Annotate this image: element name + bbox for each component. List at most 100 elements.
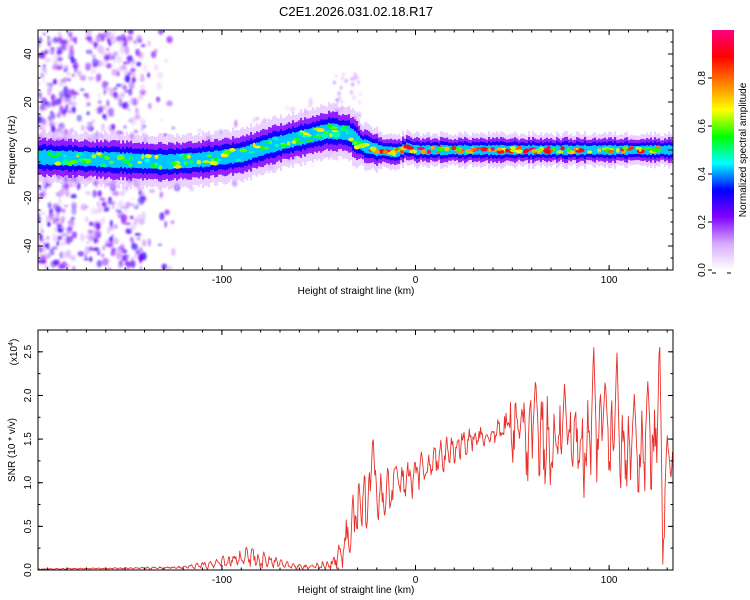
spectrogram-band-cell — [44, 149, 47, 166]
spectrogram-noise-cell — [97, 106, 102, 115]
spectrogram-band-cell — [76, 151, 79, 166]
spectrogram-noise-cell — [50, 260, 57, 268]
spectrogram-noise-cell — [130, 70, 136, 77]
spectrogram-core-cell — [436, 147, 446, 152]
spectrogram-band-cell — [646, 145, 649, 155]
spectrogram-band-cell — [316, 126, 319, 142]
spectrogram-noise-cell — [141, 211, 146, 221]
spectrogram-noise-cell — [139, 265, 143, 270]
spectrogram-noise-cell — [40, 212, 46, 215]
spectrogram-noise-cell — [45, 81, 51, 90]
spectrogram-core-cell — [523, 148, 530, 153]
spectrogram-noise-cell — [344, 79, 348, 83]
spectrogram-noise-cell — [89, 49, 93, 56]
snr-panel: -100 0 100 0.0 0.5 1.0 1.5 2.0 2.5 Height of st… — [7, 329, 674, 596]
spectrogram-band-cell — [68, 150, 71, 167]
spectrogram-band-cell — [170, 154, 173, 170]
spectrogram-noise-cell — [111, 123, 116, 130]
spectrogram-noise-cell — [101, 123, 105, 132]
spectrogram-core-cell — [369, 146, 377, 152]
spectrogram-noise-cell — [116, 66, 123, 73]
spectrogram-noise-cell — [71, 206, 77, 216]
colorbar-tick-label: 0.4 — [697, 167, 708, 181]
spectrogram-noise-cell — [142, 63, 148, 73]
spectrogram-noise-cell — [129, 236, 134, 243]
spectrogram-noise-cell — [60, 48, 66, 52]
spectrogram-noise-cell — [103, 208, 110, 212]
spectrogram-band-cell — [434, 145, 437, 155]
spectrogram-noise-cell — [119, 45, 125, 54]
spectrogram-band-cell — [298, 131, 301, 146]
spectrogram-core-cell — [292, 138, 301, 141]
spectrogram-band-cell — [282, 135, 285, 149]
spectrogram-noise-cell — [99, 197, 106, 201]
spectrogram-noise-cell — [58, 97, 62, 105]
spectrogram-band-cell — [280, 134, 283, 151]
spectrogram-noise-cell — [97, 45, 104, 54]
spectrogram-panel: -100 0 100 -40 -20 0 20 40 Height of straight … — [7, 29, 674, 297]
spectrogram-noise-cell — [159, 212, 165, 221]
spectrogram-noise-cell — [126, 36, 134, 40]
spectrogram-core-cell — [213, 157, 219, 161]
spectrogram-core-cell — [316, 128, 325, 133]
spectrogram-noise-cell — [88, 246, 94, 250]
spectrogram-core-cell — [342, 125, 349, 129]
spectrogram-noise-cell — [92, 229, 100, 236]
spectrogram-noise-cell — [44, 49, 49, 55]
spectrogram-noise-cell — [60, 215, 66, 224]
spectrogram-noise-cell — [69, 50, 75, 56]
spectrogram-band-cell — [134, 153, 137, 168]
spectrogram-noise-cell — [136, 236, 141, 241]
spectrogram-band-cell — [284, 135, 287, 149]
spectrogram-noise-cell — [88, 76, 94, 81]
spectrogram-noise-cell — [163, 58, 169, 63]
spectrogram-noise-cell — [97, 92, 101, 100]
spectrogram-band-cell — [634, 145, 637, 154]
spectrogram-band-cell — [200, 153, 203, 167]
spectrogram-noise-cell — [128, 88, 133, 96]
colorbar-tick-label: 0.2 — [697, 215, 708, 229]
spectrogram-band-cell — [660, 146, 663, 154]
spectrogram-noise-cell — [159, 118, 163, 122]
spectrogram-core-cell — [137, 160, 142, 164]
snr-xlabel: Height of straight line (km) — [298, 585, 415, 596]
spectrogram-noise-cell — [40, 108, 44, 117]
spectrogram-noise-cell — [71, 106, 76, 113]
spectrogram-core-cell — [182, 156, 187, 160]
spectrogram-core-cell — [235, 158, 242, 162]
spectrogram-core-cell — [353, 141, 358, 145]
spectrogram-noise-cell — [148, 238, 151, 247]
spectrogram-band-cell — [246, 145, 249, 161]
spectrogram-noise-cell — [45, 215, 51, 224]
spectrogram-noise-cell — [125, 265, 129, 270]
spectrogram-band-cell — [72, 151, 75, 166]
spectrogram-band-cell — [234, 148, 237, 163]
spectrogram-noise-cell — [103, 206, 110, 210]
spectrogram-band-cell — [158, 153, 161, 170]
spectrogram-band-cell — [202, 151, 205, 168]
spectrogram-noise-cell — [125, 201, 131, 208]
spectrogram-noise-cell — [44, 69, 48, 76]
spectrogram-noise-cell — [120, 214, 128, 222]
snr-y-tick-label: 1.0 — [23, 475, 34, 489]
spectrogram-noise-cell — [128, 261, 135, 267]
spectrogram-noise-cell — [132, 59, 135, 65]
spectrogram-core-cell — [259, 145, 264, 149]
spectrogram-core-cell — [145, 154, 152, 159]
spectrogram-core-cell — [616, 148, 620, 153]
spectrogram-band-cell — [168, 154, 171, 170]
spectrogram-core-cell — [63, 154, 67, 158]
spectrogram-core-cell — [575, 147, 579, 151]
spectrogram-core-cell — [56, 152, 62, 157]
spectrogram-noise-cell — [53, 60, 59, 69]
spectrogram-noise-cell — [168, 265, 173, 270]
spectrogram-band-cell — [40, 150, 43, 165]
spectrogram-noise-cell — [339, 85, 343, 90]
spectrogram-noise-cell — [81, 124, 84, 132]
spectrogram-core-cell — [305, 139, 314, 143]
spectrogram-band-cell — [108, 152, 111, 167]
spectrogram-band-cell — [276, 136, 279, 151]
spectrogram-noise-cell — [52, 36, 59, 44]
spectrogram-noise-cell — [49, 112, 56, 121]
